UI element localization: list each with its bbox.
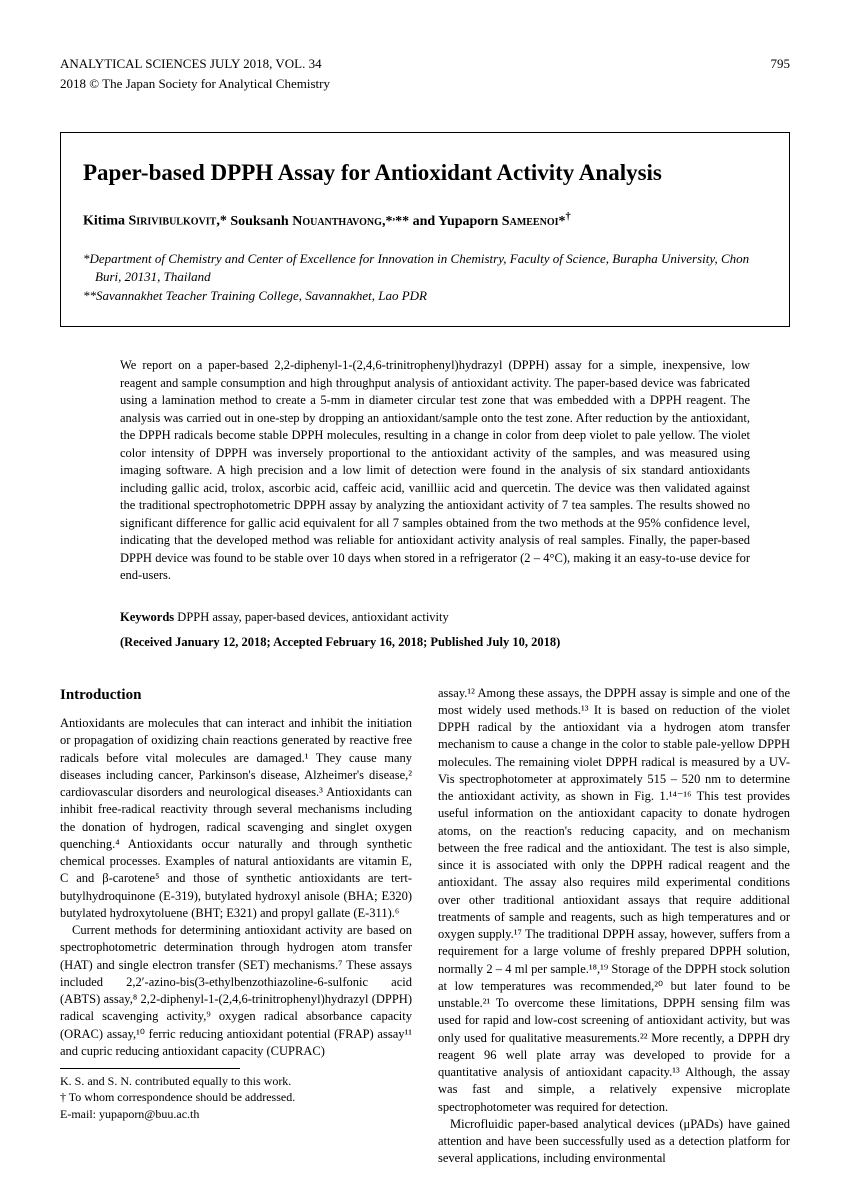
section-introduction: Introduction — [60, 685, 412, 706]
body-p3: assay.¹² Among these assays, the DPPH as… — [438, 685, 790, 1116]
affiliation-2: **Savannakhet Teacher Training College, … — [95, 287, 767, 305]
keywords-line: Keywords DPPH assay, paper-based devices… — [120, 609, 750, 626]
footnote-2: † To whom correspondence should be addre… — [60, 1089, 412, 1105]
affiliation-1: *Department of Chemistry and Center of E… — [95, 250, 767, 286]
running-header: ANALYTICAL SCIENCES JULY 2018, VOL. 34 7… — [60, 55, 790, 73]
keywords-label: Keywords — [120, 610, 174, 624]
footnote-1: K. S. and S. N. contributed equally to t… — [60, 1073, 412, 1089]
abstract: We report on a paper-based 2,2-diphenyl-… — [120, 357, 750, 585]
paper-title: Paper-based DPPH Assay for Antioxidant A… — [83, 157, 767, 188]
copyright-line: 2018 © The Japan Society for Analytical … — [60, 75, 790, 93]
body-p2: Current methods for determining antioxid… — [60, 922, 412, 1060]
body-p1: Antioxidants are molecules that can inte… — [60, 715, 412, 922]
body-p4: Microfluidic paper-based analytical devi… — [438, 1116, 790, 1168]
title-box: Paper-based DPPH Assay for Antioxidant A… — [60, 132, 790, 327]
authors-line: Kitima Sirivibulkovit,* Souksanh Nouanth… — [83, 210, 767, 232]
body-columns: Introduction Antioxidants are molecules … — [60, 685, 790, 1168]
footnote-rule — [60, 1068, 240, 1069]
footnotes: K. S. and S. N. contributed equally to t… — [60, 1073, 412, 1122]
dates-line: (Received January 12, 2018; Accepted Feb… — [120, 634, 750, 651]
journal-line: ANALYTICAL SCIENCES JULY 2018, VOL. 34 — [60, 55, 322, 73]
keywords-text: DPPH assay, paper-based devices, antioxi… — [177, 610, 448, 624]
affiliations: *Department of Chemistry and Center of E… — [83, 250, 767, 306]
page-number: 795 — [771, 55, 791, 73]
footnote-3: E-mail: yupaporn@buu.ac.th — [60, 1106, 412, 1122]
